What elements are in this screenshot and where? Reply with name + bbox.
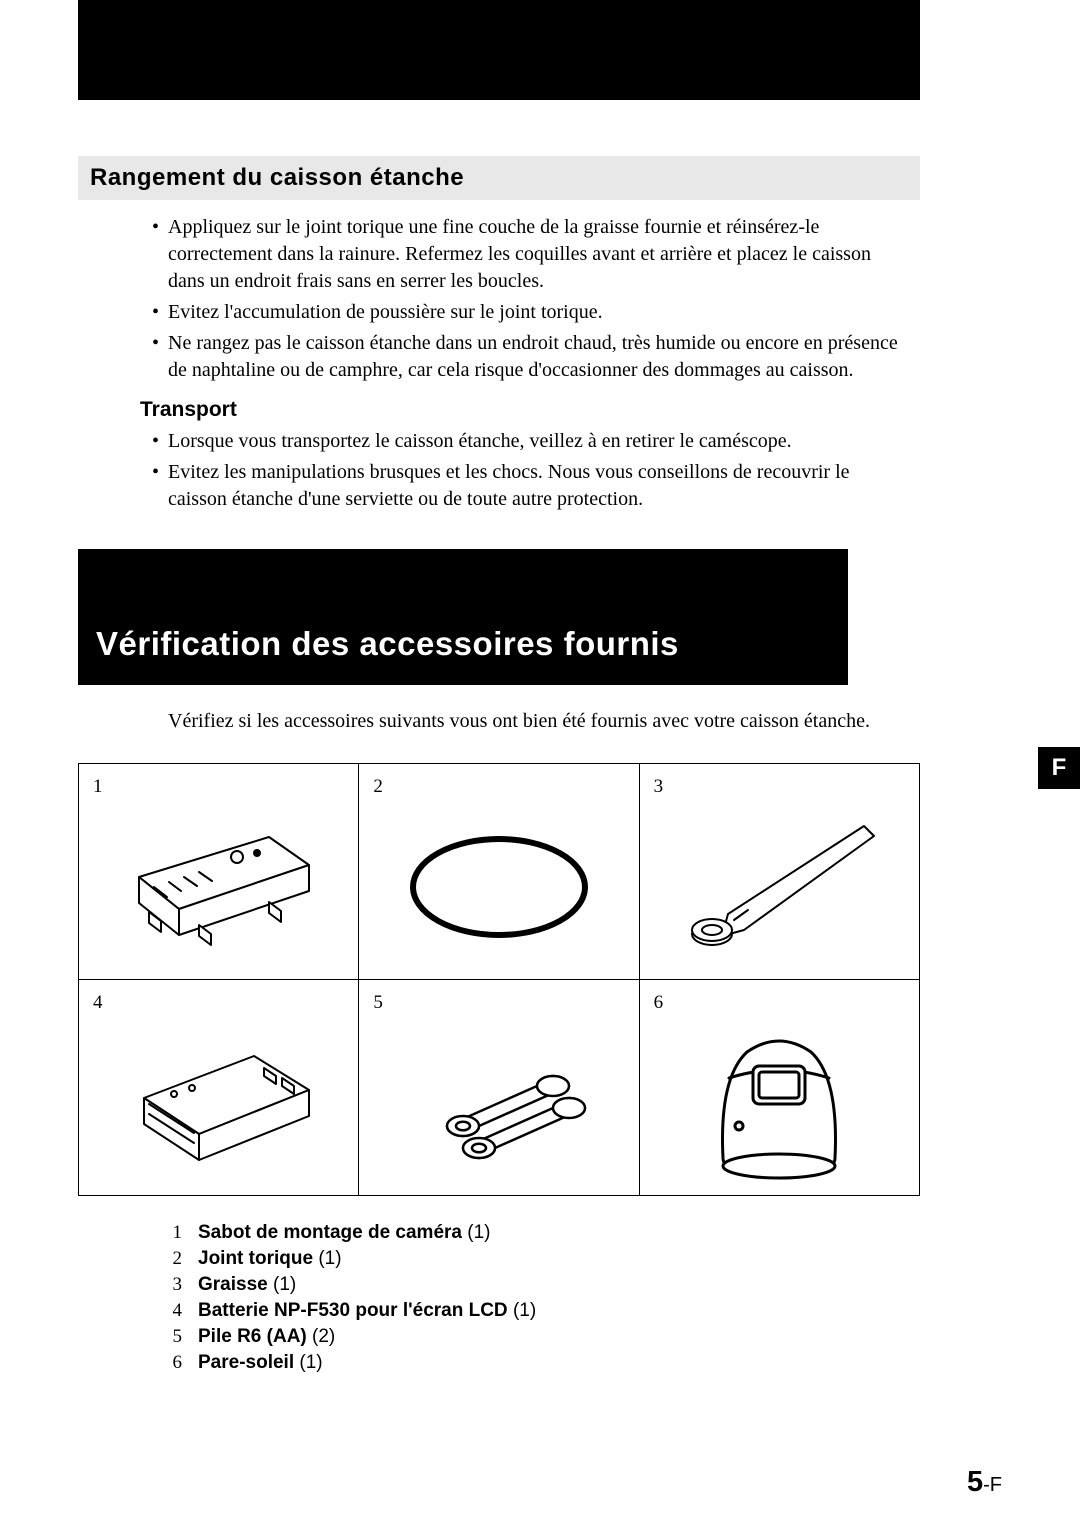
transport-bullet: Evitez les manipulations brusques et les… [168, 459, 910, 513]
storage-bullets: Appliquez sur le joint torique une fine … [78, 214, 920, 384]
grid-cell: 1 [79, 764, 359, 980]
storage-bullet: Ne rangez pas le caisson étanche dans un… [168, 330, 910, 384]
grid-cell: 4 [79, 980, 359, 1196]
legend-row: 5 Pile R6 (AA) (2) [168, 1326, 920, 1348]
legend-text: Batterie NP-F530 pour l'écran LCD (1) [198, 1300, 536, 1322]
legend-row: 2 Joint torique (1) [168, 1248, 920, 1270]
transport-heading: Transport [140, 398, 920, 422]
storage-bullet: Evitez l'accumulation de poussière sur l… [168, 299, 910, 326]
page: F Rangement du caisson étanche Appliquez… [0, 0, 1080, 1533]
legend-text: Pile R6 (AA) (2) [198, 1326, 335, 1348]
legend-number: 2 [168, 1248, 182, 1270]
grid-cell: 2 [359, 764, 639, 980]
verification-intro: Vérifiez si les accessoires suivants vou… [78, 707, 920, 735]
storage-bullet: Appliquez sur le joint torique une fine … [168, 214, 910, 295]
legend-number: 1 [168, 1222, 182, 1244]
accessories-grid: 1 [78, 763, 920, 1196]
legend-row: 3 Graisse (1) [168, 1274, 920, 1296]
accessories-legend: 1 Sabot de montage de caméra (1) 2 Joint… [78, 1222, 920, 1374]
legend-row: 4 Batterie NP-F530 pour l'écran LCD (1) [168, 1300, 920, 1322]
legend-text: Sabot de montage de caméra (1) [198, 1222, 490, 1244]
legend-row: 1 Sabot de montage de caméra (1) [168, 1222, 920, 1244]
legend-number: 5 [168, 1326, 182, 1348]
sunshade-icon [640, 1010, 919, 1195]
storage-heading-bar: Rangement du caisson étanche [78, 156, 920, 200]
legend-row: 6 Pare-soleil (1) [168, 1352, 920, 1374]
grease-tube-icon [640, 794, 919, 979]
content: Rangement du caisson étanche Appliquez s… [78, 156, 920, 1378]
side-tab: F [1038, 747, 1080, 789]
legend-number: 3 [168, 1274, 182, 1296]
transport-bullet: Lorsque vous transportez le caisson étan… [168, 428, 910, 455]
aa-batteries-icon [359, 1010, 638, 1195]
battery-icon [79, 1010, 358, 1195]
legend-text: Pare-soleil (1) [198, 1352, 323, 1374]
page-number-big: 5 [967, 1466, 983, 1498]
transport-bullets: Lorsque vous transportez le caisson étan… [78, 428, 920, 513]
legend-number: 6 [168, 1352, 182, 1374]
page-number-suffix: -F [983, 1474, 1002, 1496]
mount-shoe-icon [79, 794, 358, 979]
legend-text: Joint torique (1) [198, 1248, 342, 1270]
legend-number: 4 [168, 1300, 182, 1322]
page-number: 5-F [967, 1466, 1002, 1499]
o-ring-icon [359, 794, 638, 979]
verification-title-block: Vérification des accessoires fournis [78, 549, 848, 685]
side-tab-label: F [1052, 754, 1067, 782]
legend-text: Graisse (1) [198, 1274, 296, 1296]
grid-cell: 5 [359, 980, 639, 1196]
grid-cell: 6 [640, 980, 920, 1196]
storage-heading: Rangement du caisson étanche [90, 164, 908, 192]
top-black-bar [78, 0, 920, 100]
verification-title: Vérification des accessoires fournis [96, 625, 830, 663]
grid-cell: 3 [640, 764, 920, 980]
